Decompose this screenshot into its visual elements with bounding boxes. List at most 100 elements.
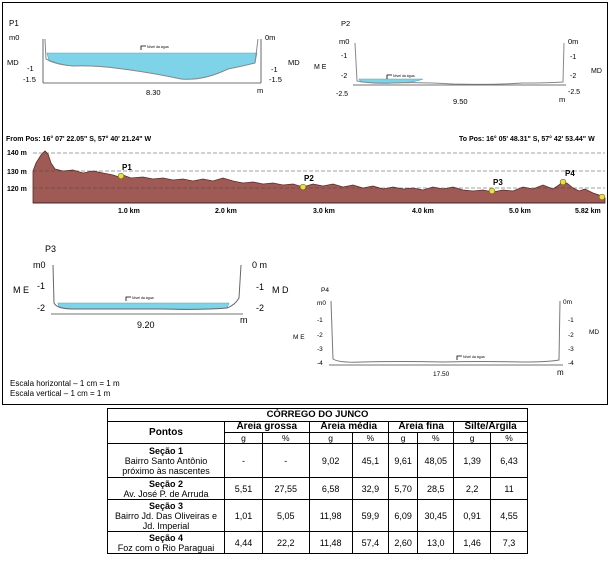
section-location: Av. José P. de Arruda (123, 488, 209, 499)
cell-sa-pct: 4,55 (490, 499, 528, 532)
profile-label-p3: P3 (493, 178, 503, 187)
p1-tick-right-2: -1.5 (269, 75, 282, 84)
cell-af-g: 5,70 (388, 477, 419, 500)
p3-label: P3 (45, 244, 56, 254)
scale-vertical: Escala vertical – 1 cm = 1 m (10, 389, 111, 398)
cell-sa-g: 1,46 (453, 531, 492, 554)
cell-af-pct: 30,45 (417, 499, 455, 532)
cell-af-g: 9,61 (388, 443, 419, 478)
section-location: Bairro Santo Antônio próximo às nascente… (122, 455, 210, 476)
p4-bed (330, 300, 561, 363)
subheader-g: g (453, 432, 492, 444)
p2-tick-right-3: -2.5 (568, 89, 580, 96)
table-row: Seção 4 Foz com o Rio Paraguai 4,44 22,2… (107, 531, 528, 554)
p2-left-top: m0 (339, 37, 349, 46)
p3-unit: m (240, 315, 248, 325)
cell-am-g: 11,48 (308, 531, 353, 554)
elevation-profile: From Pos: 16° 07' 22.05" S, 57° 40' 21.2… (6, 135, 606, 215)
p4-tick-left-3: -3 (317, 346, 323, 353)
p1-right-top: 0m (265, 33, 275, 42)
row-label: Seção 1 Bairro Santo Antônio próximo às … (107, 443, 225, 478)
header-silte-argila: Silte/Argila (453, 421, 528, 433)
profile-point-end (598, 193, 606, 201)
cell-am-pct: 32,9 (351, 477, 390, 500)
cell-am-g: 9,02 (308, 443, 353, 478)
p3-right-top: 0 m (252, 260, 267, 270)
header-areia-fina: Areia fina (388, 421, 455, 433)
p1-width: 8.30 (146, 88, 161, 97)
section-name: Seção 4 (148, 532, 184, 543)
x-label-2km: 2.0 km (215, 208, 237, 215)
p4-tick-right-3: -3 (568, 346, 574, 353)
profile-terrain (32, 150, 606, 204)
p2-left-side: M E (314, 64, 327, 71)
profile-point-p3 (488, 187, 496, 195)
cell-af-g: 6,09 (388, 499, 419, 532)
p2-marker-icon (386, 74, 392, 79)
row-label: Seção 3 Bairro Jd. Das Oliveiras e Jd. I… (107, 499, 225, 532)
table-title: CÓRREGO DO JUNCO (107, 408, 528, 422)
cell-ag-g: 4,44 (223, 531, 264, 554)
x-label-3km: 3.0 km (313, 208, 335, 215)
y-label-120: 120 m (7, 186, 27, 193)
p1-tick-left-1: -1 (27, 64, 34, 73)
p3-bed (52, 264, 242, 310)
table-row: Seção 1 Bairro Santo Antônio próximo às … (107, 443, 528, 478)
profile-label-p2: P2 (304, 174, 314, 183)
p3-tick-left-2: -2 (37, 303, 45, 313)
x-label-1km: 1.0 km (118, 208, 140, 215)
profile-point-p4 (559, 178, 567, 186)
cell-af-pct: 48,05 (417, 443, 455, 478)
p4-right-top: 0m (563, 299, 572, 306)
p1-bed (44, 38, 259, 80)
p1-tick-left-2: -1.5 (23, 75, 36, 84)
cell-ag-pct: 27,55 (262, 477, 310, 500)
header-areia-media: Areia média (308, 421, 390, 433)
p1-label: P1 (9, 19, 19, 28)
cell-af-pct: 28,5 (417, 477, 455, 500)
p2-tick-left-1: -1 (341, 53, 347, 60)
cell-ag-g: 5,51 (223, 477, 264, 500)
table-row: Seção 3 Bairro Jd. Das Oliveiras e Jd. I… (107, 499, 528, 532)
p2-label: P2 (341, 19, 350, 28)
p2-unit: m (559, 95, 565, 104)
p1-right-side: MD (288, 58, 300, 67)
figure-panel: P1 m0 0m MD MD -1 -1.5 -1 -1.5 Nível da … (2, 2, 608, 405)
subheader-pct: % (262, 432, 310, 444)
section-p2: P2 m0 0m M E MD -1 -2 -2.5 -1 -2 -2.5 Ní… (314, 19, 602, 106)
cell-af-pct: 13,0 (417, 531, 455, 554)
p4-label: P4 (321, 287, 329, 294)
subheader-pct: % (490, 432, 528, 444)
subheader-g: g (388, 432, 419, 444)
header-areia-grossa: Areia grossa (224, 421, 310, 433)
p4-unit: m (557, 368, 564, 377)
y-label-140: 140 m (7, 150, 27, 157)
p3-right-side: M D (272, 285, 289, 295)
cell-ag-pct: - (262, 443, 310, 478)
cell-am-g: 6,58 (308, 477, 353, 500)
profile-label-p1: P1 (122, 163, 132, 172)
section-name: Seção 3 (148, 500, 184, 511)
header-pontos: Pontos (107, 421, 225, 444)
cell-sa-pct: 7,3 (490, 531, 528, 554)
cell-ag-g: 1,01 (223, 499, 264, 532)
p4-left-top: m0 (317, 300, 326, 307)
cell-am-g: 11,98 (308, 499, 353, 532)
cell-ag-pct: 22,2 (262, 531, 310, 554)
p2-right-side: MD (591, 68, 602, 75)
p1-marker-icon (140, 45, 146, 50)
p1-left-top: m0 (9, 33, 19, 42)
x-label-4km: 4.0 km (412, 208, 434, 215)
p1-left-side: MD (7, 58, 19, 67)
section-name: Seção 2 (148, 478, 184, 489)
p4-tick-left-2: -2 (317, 332, 323, 339)
subheader-pct: % (417, 432, 455, 444)
p2-bed (354, 42, 565, 85)
cell-am-pct: 59,9 (351, 499, 390, 532)
subheader-g: g (223, 432, 264, 444)
p3-marker-label: Nível da água (132, 296, 154, 300)
cell-am-pct: 57,4 (351, 531, 390, 554)
cell-ag-pct: 5,05 (262, 499, 310, 532)
p3-width: 9.20 (137, 320, 155, 330)
cell-sa-pct: 11 (490, 477, 528, 500)
